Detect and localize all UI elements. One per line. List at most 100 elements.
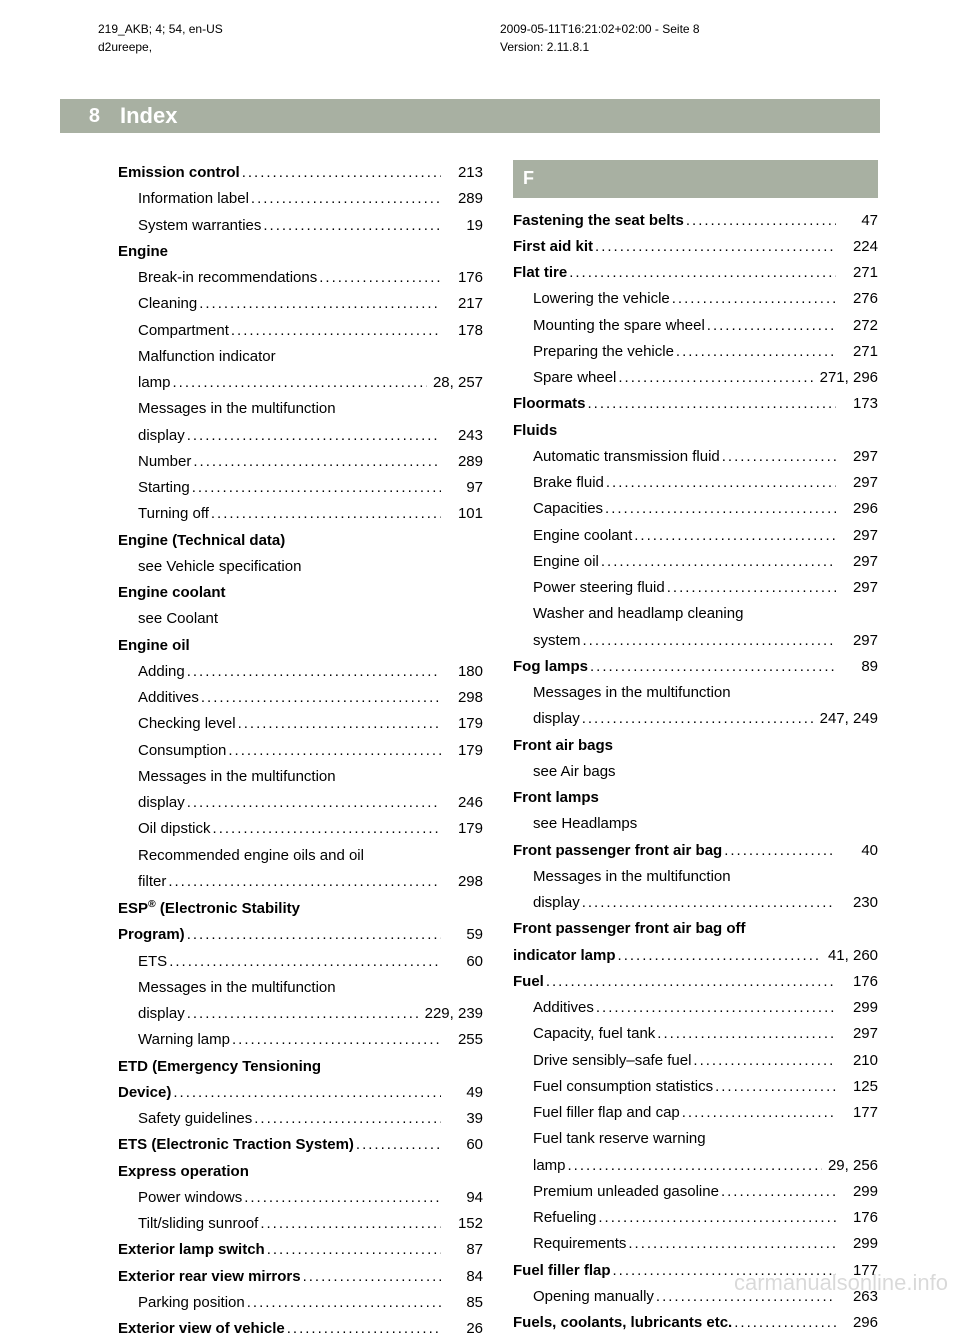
index-entry-page: 97: [443, 475, 483, 501]
index-entry: Safety guidelines 39: [118, 1106, 483, 1132]
leader-dots: [672, 286, 836, 312]
index-subheading: Messages in the multifunction: [513, 680, 878, 706]
index-entry-label: Engine coolant: [533, 523, 632, 549]
leader-dots: [667, 575, 836, 601]
index-entry: Warning lamp 255: [118, 1027, 483, 1053]
leader-dots: [583, 628, 836, 654]
index-entry-label: Front passenger front air bag: [513, 838, 722, 864]
index-subheading: see Coolant: [118, 606, 483, 632]
leader-dots: [601, 549, 836, 575]
index-entry: Starting 97: [118, 475, 483, 501]
index-entry: Fog lamps 89: [513, 654, 878, 680]
index-heading: ETD (Emergency Tensioning: [118, 1054, 483, 1080]
index-entry-page: 178: [443, 318, 483, 344]
leader-dots: [590, 654, 836, 680]
index-entry-page: 94: [443, 1185, 483, 1211]
index-entry-page: 298: [443, 685, 483, 711]
index-entry: Refueling 176: [513, 1205, 878, 1231]
index-heading: Engine: [118, 239, 483, 265]
index-entry: display 243: [118, 423, 483, 449]
index-entry-page: 247, 249: [816, 706, 878, 732]
index-entry: First aid kit 224: [513, 234, 878, 260]
leader-dots: [595, 234, 836, 260]
leader-dots: [356, 1132, 441, 1158]
index-entry-label: Safety guidelines: [138, 1106, 252, 1132]
index-entry: Front passenger front air bag 40: [513, 838, 878, 864]
index-entry-label: Brake fluid: [533, 470, 604, 496]
index-entry-label: Additives: [533, 995, 594, 1021]
index-entry: lamp 28, 257: [118, 370, 483, 396]
index-entry-page: 125: [838, 1074, 878, 1100]
index-entry: Tilt/sliding sunroof 152: [118, 1211, 483, 1237]
index-entry-label: Device): [118, 1080, 171, 1106]
index-entry-page: 243: [443, 423, 483, 449]
leader-dots: [569, 260, 836, 286]
index-entry-label: Oil dipstick: [138, 816, 211, 842]
index-entry-label: Tilt/sliding sunroof: [138, 1211, 258, 1237]
index-entry: Exterior lamp switch 87: [118, 1237, 483, 1263]
index-subheading: Malfunction indicator: [118, 344, 483, 370]
index-entry-label: display: [138, 790, 185, 816]
index-subheading: see Air bags: [513, 759, 878, 785]
index-entry: system 297: [513, 628, 878, 654]
index-entry: Fuel filler flap and cap 177: [513, 1100, 878, 1126]
index-entry: Fuel consumption statistics 125: [513, 1074, 878, 1100]
index-entry: display 230: [513, 890, 878, 916]
leader-dots: [169, 949, 441, 975]
index-entry-label: ETS: [138, 949, 167, 975]
leader-dots: [546, 969, 836, 995]
index-entry: Exterior view of vehicle 26: [118, 1316, 483, 1342]
leader-dots: [722, 444, 836, 470]
index-entry: display 247, 249: [513, 706, 878, 732]
index-subheading: see Headlamps: [513, 811, 878, 837]
leader-dots: [254, 1106, 441, 1132]
index-entry-label: Exterior rear view mirrors: [118, 1264, 301, 1290]
leader-dots: [734, 1310, 836, 1336]
left-column: Emission control 213Information label 28…: [118, 160, 483, 1342]
leader-dots: [707, 313, 836, 339]
index-entry-label: display: [533, 706, 580, 732]
leader-dots: [187, 659, 441, 685]
index-entry-label: First aid kit: [513, 234, 593, 260]
index-entry: Automatic transmission fluid 297: [513, 444, 878, 470]
leader-dots: [173, 370, 427, 396]
index-entry-page: 229, 239: [421, 1001, 483, 1027]
header-right-line1: 2009-05-11T16:21:02+02:00 - Seite 8: [500, 20, 700, 38]
index-entry-label: Consumption: [138, 738, 226, 764]
index-entry: display 246: [118, 790, 483, 816]
index-entry-page: 89: [838, 654, 878, 680]
index-entry: Capacity, fuel tank 297: [513, 1021, 878, 1047]
index-subheading: Messages in the multifunction: [118, 975, 483, 1001]
index-entry-page: 289: [443, 186, 483, 212]
leader-dots: [201, 685, 441, 711]
index-entry-page: 59: [443, 922, 483, 948]
index-entry: Checking level 179: [118, 711, 483, 737]
index-heading: Engine coolant: [118, 580, 483, 606]
index-entry-page: 230: [838, 890, 878, 916]
index-entry-page: 276: [838, 286, 878, 312]
leader-dots: [724, 838, 836, 864]
index-entry: Program) 59: [118, 922, 483, 948]
index-entry: Floormats 173: [513, 391, 878, 417]
index-subheading: Messages in the multifunction: [513, 864, 878, 890]
leader-dots: [187, 423, 441, 449]
index-entry-page: 40: [838, 838, 878, 864]
header-left-line1: 219_AKB; 4; 54, en-US: [98, 20, 223, 38]
index-entry-page: 297: [838, 575, 878, 601]
index-entry-page: 177: [838, 1100, 878, 1126]
index-entry-label: Cleaning: [138, 291, 197, 317]
index-heading: Fluids: [513, 418, 878, 444]
leader-dots: [238, 711, 441, 737]
index-heading: Engine oil: [118, 633, 483, 659]
index-entry-page: 180: [443, 659, 483, 685]
index-entry: Drive sensibly–safe fuel 210: [513, 1048, 878, 1074]
index-heading: Engine (Technical data): [118, 528, 483, 554]
leader-dots: [682, 1100, 836, 1126]
leader-dots: [634, 523, 836, 549]
index-entry: display 229, 239: [118, 1001, 483, 1027]
index-entry: Consumption 179: [118, 738, 483, 764]
index-entry-page: 176: [443, 265, 483, 291]
index-entry-page: 29, 256: [824, 1153, 878, 1179]
index-entry-page: 299: [838, 1231, 878, 1257]
header-right: 2009-05-11T16:21:02+02:00 - Seite 8 Vers…: [500, 20, 700, 56]
